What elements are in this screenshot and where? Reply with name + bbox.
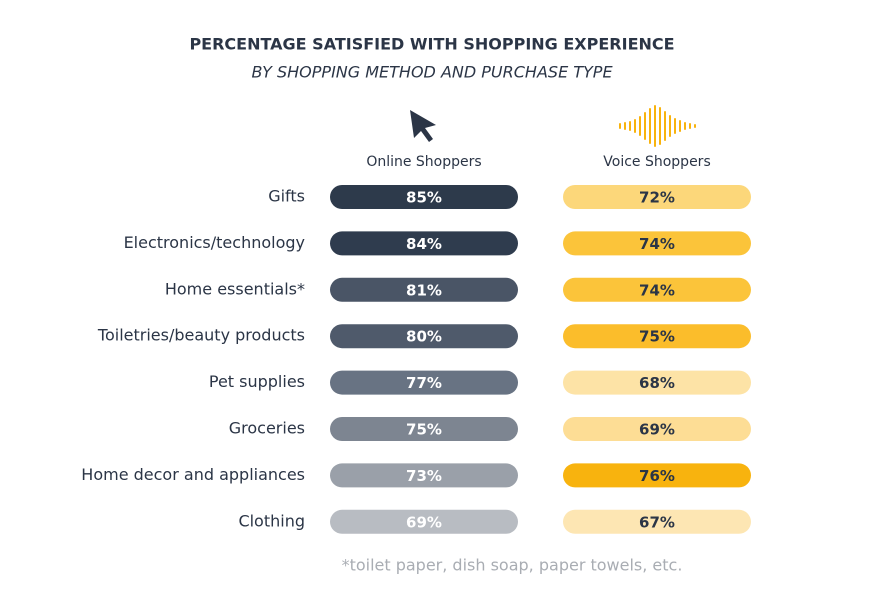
- pill: [563, 509, 751, 534]
- value-label: 76%: [639, 467, 675, 485]
- value-label: 69%: [406, 513, 442, 531]
- value-label: 84%: [406, 235, 442, 253]
- pill: [563, 417, 751, 441]
- pill: [330, 417, 518, 441]
- pill: [563, 231, 751, 256]
- pill: [563, 277, 751, 302]
- chart-subtitle: BY SHOPPING METHOD AND PURCHASE TYPE: [251, 63, 613, 82]
- value-label: 74%: [639, 235, 675, 253]
- value-label: 67%: [639, 513, 675, 531]
- row-label: Gifts: [268, 187, 305, 206]
- pill: [330, 370, 518, 395]
- column-header: Voice Shoppers: [603, 154, 710, 170]
- pill: [330, 509, 518, 534]
- value-label: 75%: [406, 421, 442, 439]
- pill: [330, 185, 518, 209]
- value-label: 73%: [406, 467, 442, 485]
- footnote: *toilet paper, dish soap, paper towels, …: [342, 556, 683, 575]
- value-label: 75%: [639, 328, 675, 346]
- value-label: 68%: [639, 374, 675, 392]
- pill: [563, 463, 751, 488]
- row-label: Electronics/technology: [124, 233, 305, 252]
- value-label: 81%: [406, 281, 442, 299]
- row-label: Clothing: [238, 511, 305, 530]
- pill: [330, 277, 518, 302]
- column-header: Online Shoppers: [366, 154, 481, 170]
- pill: [330, 463, 518, 488]
- row-label: Groceries: [229, 419, 305, 438]
- row-label: Home essentials*: [165, 279, 305, 298]
- value-label: 69%: [639, 421, 675, 439]
- row-label: Toiletries/beauty products: [97, 326, 305, 345]
- pill: [330, 324, 518, 349]
- pill: [563, 324, 751, 349]
- chart-title: PERCENTAGE SATISFIED WITH SHOPPING EXPER…: [189, 35, 674, 54]
- pill: [563, 185, 751, 209]
- value-label: 74%: [639, 281, 675, 299]
- value-label: 72%: [639, 189, 675, 207]
- value-label: 80%: [406, 328, 442, 346]
- value-label: 77%: [406, 374, 442, 392]
- pill: [330, 231, 518, 256]
- row-label: Pet supplies: [209, 372, 305, 391]
- value-label: 85%: [406, 189, 442, 207]
- voice-icon: [619, 105, 696, 147]
- pill: [563, 370, 751, 395]
- row-label: Home decor and appliances: [81, 465, 305, 484]
- cursor-icon: [410, 110, 436, 142]
